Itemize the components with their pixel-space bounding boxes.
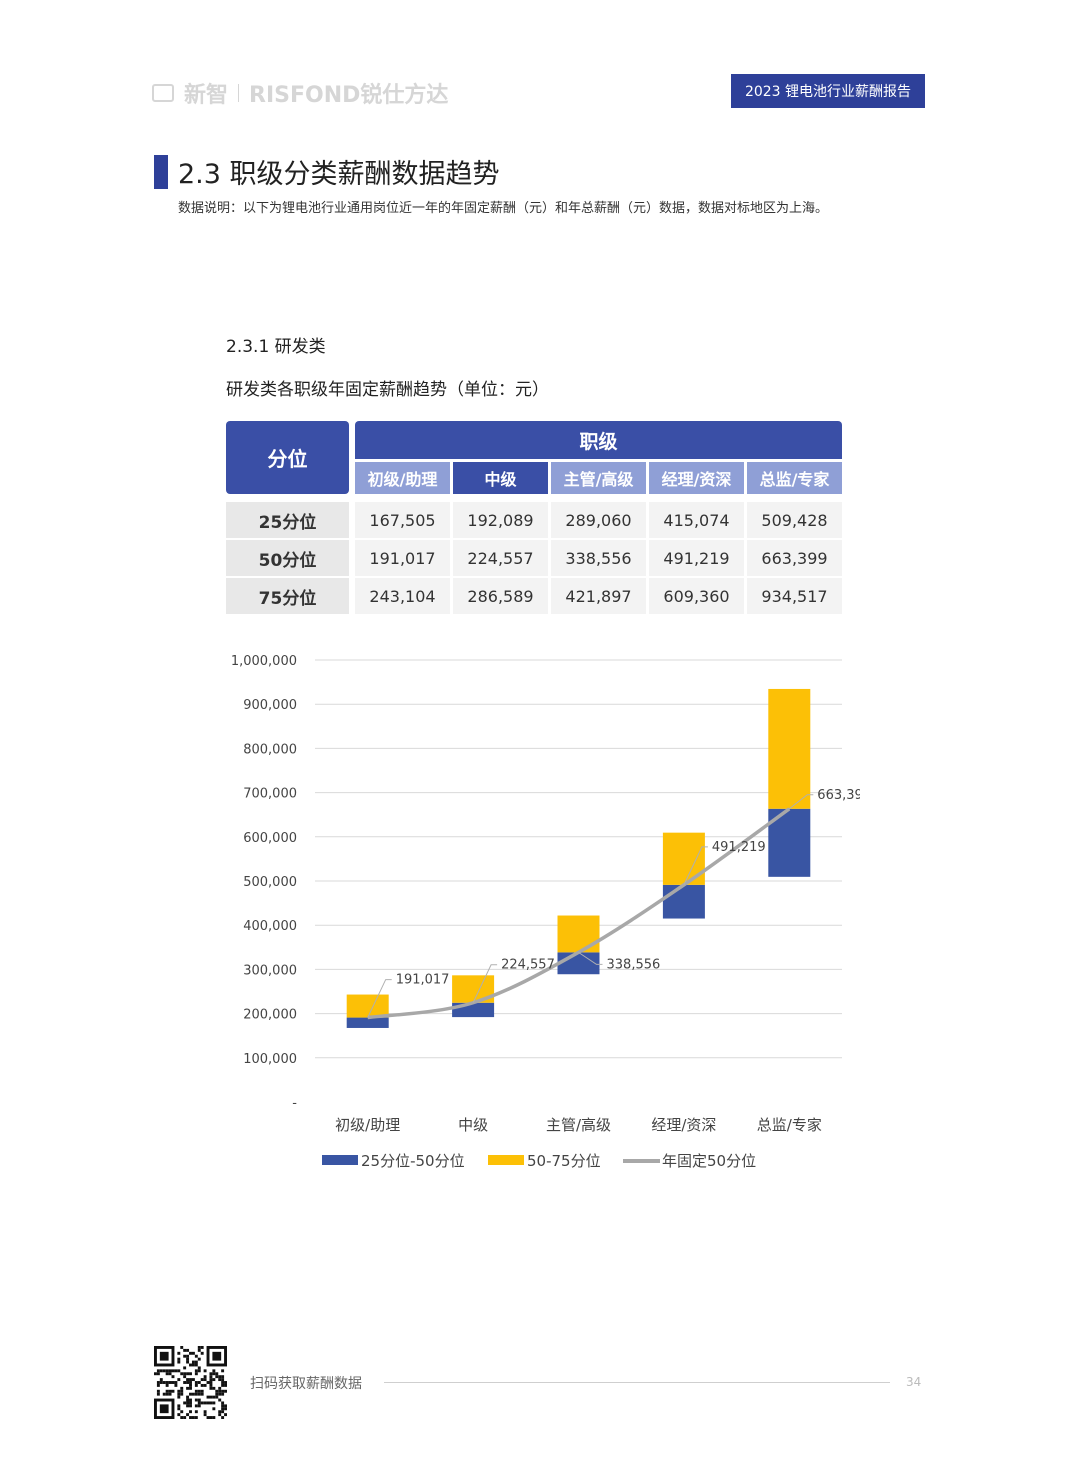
legend-swatch-yellow [488,1155,524,1165]
data-note: 数据说明：以下为锂电池行业通用岗位近一年的年固定薪酬（元）和年总薪酬（元）数据，… [178,201,829,216]
table-col-header: 主管/高级 [551,462,646,494]
data-label-leader [578,951,603,965]
table-cell: 192,089 [453,502,548,538]
table-col-header: 中级 [453,462,548,494]
x-tick-label: 经理/资深 [651,1116,716,1134]
table-col-header: 总监/专家 [747,462,842,494]
table-cell: 224,557 [453,540,548,576]
subsection-title: 2.3.1 研发类 [226,337,326,357]
table-cell: 243,104 [355,578,450,614]
table-col-header: 经理/资深 [649,462,744,494]
table-corner-header: 分位 [226,421,349,494]
data-label-leader [472,964,498,1003]
y-tick-label: 300,000 [243,963,297,978]
table-group-header: 职级 [355,421,842,459]
row-label: 25分位 [226,502,349,538]
bar-50-75 [557,915,600,953]
y-tick-label: 400,000 [243,919,297,934]
table-cell: 167,505 [355,502,450,538]
section-marker [154,155,168,189]
data-label: 191,017 [396,973,450,988]
data-label-leader [683,846,708,886]
page-number: 34 [906,1375,922,1389]
table-cell: 286,589 [453,578,548,614]
brand-divider [238,84,240,102]
table-cell: 491,219 [649,540,744,576]
table-cell: 934,517 [747,578,842,614]
bar-50-75 [662,832,705,885]
y-tick-label: 900,000 [243,698,297,713]
data-label-leader [788,794,814,810]
table-cell: 415,074 [649,502,744,538]
table-row: 25分位 167,505 192,089 289,060 415,074 509,428 [226,502,842,538]
legend-label: 50-75分位 [527,1152,601,1170]
table-cell: 289,060 [551,502,646,538]
bar-50-75 [768,688,811,809]
y-tick-label: 100,000 [243,1052,297,1067]
legend-label: 25分位-50分位 [361,1152,465,1170]
x-tick-label: 初级/助理 [335,1116,400,1134]
brand-logo: 新智 RISFOND锐仕方达 [152,78,448,108]
x-tick-label: 主管/高级 [546,1116,611,1134]
brand-mark-icon [152,84,174,102]
legend-label: 年固定50分位 [662,1152,756,1170]
y-tick-label: 600,000 [243,831,297,846]
y-tick-label: 500,000 [243,875,297,890]
salary-trend-chart: - 100,000 200,000 300,000 400,000 500,000 600,… [231,654,860,1170]
bar-25-50 [557,952,600,975]
y-tick-label: 200,000 [243,1008,297,1023]
brand-secondary: RISFOND锐仕方达 [249,83,449,108]
data-label: 491,219 [712,840,766,855]
data-label: 224,557 [501,958,555,973]
y-tick-label: 800,000 [243,742,297,757]
x-tick-label: 中级 [458,1116,488,1134]
table-row: 75分位 243,104 286,589 421,897 609,360 934,517 [226,578,842,614]
data-label-leader [367,979,392,1018]
data-label: 338,556 [607,957,661,972]
bar-25-50 [346,1017,389,1028]
table-cell: 663,399 [747,540,842,576]
legend-swatch-blue [322,1155,358,1165]
section-title: 2.3 职级分类薪酬数据趋势 [178,159,500,190]
row-label: 50分位 [226,540,349,576]
table-cell: 609,360 [649,578,744,614]
qr-code [154,1346,227,1419]
y-tick-label: 1,000,000 [231,654,297,669]
y-tick-label: - [292,1096,297,1111]
table-cell: 509,428 [747,502,842,538]
row-label: 75分位 [226,578,349,614]
x-tick-label: 总监/专家 [757,1116,822,1134]
report-title-badge: 2023 锂电池行业薪酬报告 [731,74,925,108]
data-label: 663,399 [817,788,860,803]
footer-divider [384,1382,890,1383]
bar-25-50 [662,884,705,919]
footer-text: 扫码获取薪酬数据 [250,1376,362,1392]
y-tick-label: 700,000 [243,787,297,802]
table-cell: 421,897 [551,578,646,614]
chart-caption: 研发类各职级年固定薪酬趋势（单位：元） [226,380,549,400]
brand-primary: 新智 [184,83,229,108]
table-cell: 338,556 [551,540,646,576]
table-col-header: 初级/助理 [355,462,450,494]
table-cell: 191,017 [355,540,450,576]
bar-50-75 [346,994,389,1018]
table-row: 50分位 191,017 224,557 338,556 491,219 663,399 [226,540,842,576]
